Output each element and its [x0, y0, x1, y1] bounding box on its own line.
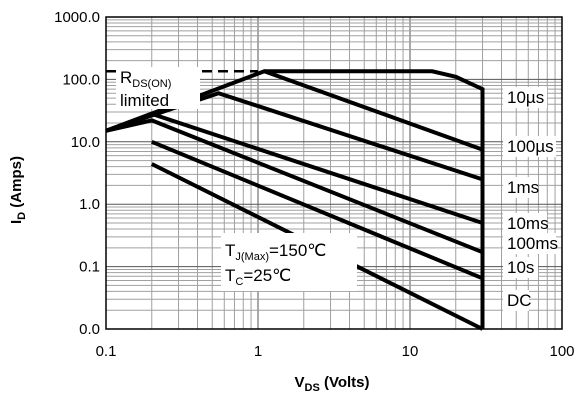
rds-on-label-line2: limited [120, 91, 169, 110]
y-axis-title-rest: (Amps) [8, 156, 25, 212]
rds-on-label-bg [116, 67, 200, 109]
condition-text: TC=25℃ [225, 266, 291, 288]
y-tick-label: 0.1 [79, 259, 100, 276]
y-tick-label: 0.0 [79, 321, 100, 338]
y-tick-label: 10.0 [71, 134, 100, 151]
series-line [105, 118, 484, 255]
y-axis-title-sub: D [16, 212, 28, 220]
series-line [151, 139, 484, 281]
x-axis-title-sub: DS [305, 382, 320, 394]
series-label-bg [503, 257, 538, 278]
condition-rest: =25℃ [243, 266, 291, 285]
series-label-bg [503, 87, 547, 108]
y-tick-label: 100.0 [62, 71, 100, 88]
series-label: 1ms [507, 178, 539, 197]
series-label: 10ms [507, 214, 549, 233]
series-line [105, 69, 484, 152]
conditions-annotation: TJ(Max)=150℃TC=25℃ [221, 233, 357, 291]
y-axis-title-main: I [8, 220, 25, 224]
series-label-bg [503, 233, 556, 254]
x-axis-title-rest: (Volts) [320, 374, 370, 391]
x-tick-labels: 0.1 1 10 100 [96, 343, 575, 360]
y-tick-label: 1000.0 [54, 9, 100, 26]
series-line [105, 111, 484, 225]
y-axis-title: ID (Amps) [8, 156, 28, 224]
x-axis-title-main: V [294, 374, 304, 391]
x-tick-label: 0.1 [96, 343, 117, 360]
series-label: DC [507, 291, 532, 310]
series-label: 10µs [507, 88, 544, 107]
plot-frame [105, 16, 563, 330]
x-axis-title: VDS (Volts) [294, 374, 369, 394]
rds-on-label-sub: DS(ON) [132, 78, 171, 90]
condition-main: T [225, 266, 235, 285]
condition-rest: =150℃ [269, 241, 326, 260]
series-label-bg [503, 136, 556, 157]
x-tick-label: 10 [402, 343, 419, 360]
y-tick-label: 1.0 [79, 196, 100, 213]
x-tick-label: 100 [549, 343, 574, 360]
condition-sub: J(Max) [235, 251, 269, 263]
conditions-bg [221, 233, 357, 291]
rds-on-annotation: RDS(ON)limited [106, 67, 258, 110]
series-label-bg [503, 213, 547, 234]
series-label: 100ms [507, 234, 558, 253]
condition-text: TJ(Max)=150℃ [225, 241, 326, 263]
condition-main: T [225, 241, 235, 260]
series-label: 100µs [507, 137, 554, 156]
series-label-bg [503, 177, 538, 198]
series-label: 10s [507, 258, 534, 277]
condition-sub: C [235, 276, 243, 288]
series-line [264, 69, 485, 329]
series-label-bg [503, 290, 529, 311]
x-tick-label: 1 [254, 343, 262, 360]
rds-on-label: RDS(ON) [120, 68, 171, 90]
y-tick-labels: 1000.0 100.0 10.0 1.0 0.1 0.0 [54, 9, 100, 338]
rds-on-label-main: R [120, 68, 132, 87]
